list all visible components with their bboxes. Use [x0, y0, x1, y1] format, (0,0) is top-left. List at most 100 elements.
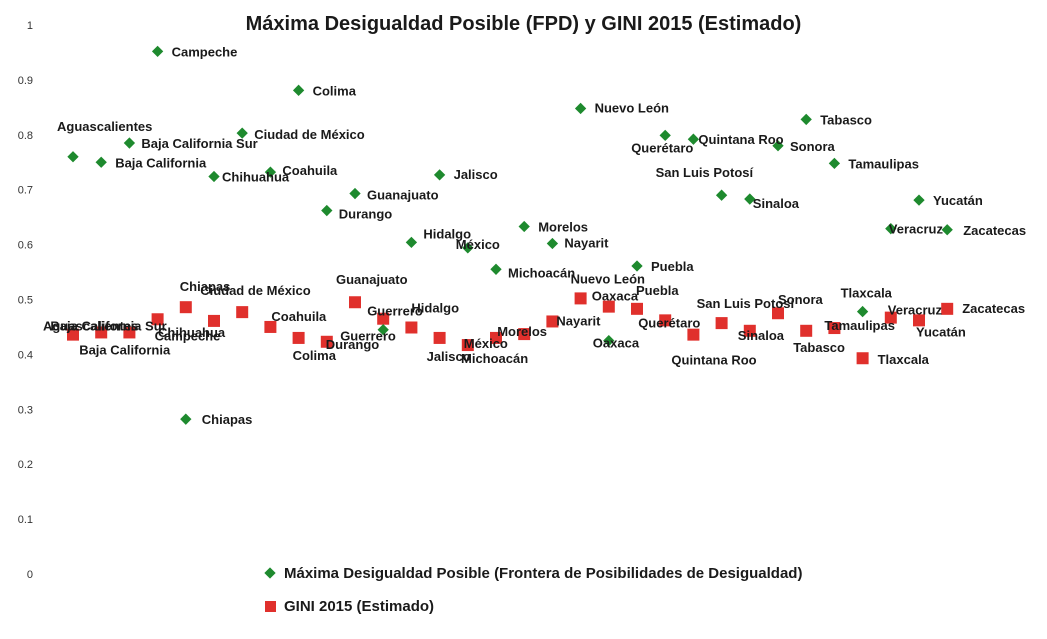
fpd-point-label: Sinaloa: [753, 196, 800, 211]
gini-point[interactable]: [433, 331, 446, 344]
legend-item-gini[interactable]: GINI 2015 (Estimado): [258, 595, 802, 617]
gini-point[interactable]: [179, 301, 192, 314]
y-tick-label: 0.6: [18, 240, 33, 252]
gini-point-label: Tabasco: [793, 340, 845, 355]
gini-point[interactable]: [743, 324, 756, 337]
fpd-point-label: Nayarit: [564, 236, 609, 251]
fpd-point[interactable]: [715, 189, 728, 201]
fpd-point-label: Tamaulipas: [848, 156, 919, 171]
gini-point[interactable]: [602, 300, 615, 313]
gini-point[interactable]: [574, 292, 587, 305]
legend-item-fpd[interactable]: Máxima Desigualdad Posible (Frontera de …: [258, 562, 802, 584]
gini-point[interactable]: [631, 302, 643, 315]
fpd-point-label: Zacatecas: [963, 223, 1026, 238]
gini-point[interactable]: [518, 328, 531, 341]
legend-label-fpd: Máxima Desigualdad Posible (Frontera de …: [284, 564, 803, 582]
fpd-point[interactable]: [913, 194, 925, 206]
gini-point-label: Puebla: [636, 283, 679, 298]
fpd-point[interactable]: [659, 129, 671, 142]
gini-point-label: Tlaxcala: [878, 352, 930, 367]
fpd-point-label: Veracruz: [889, 222, 944, 237]
fpd-point-label: Hidalgo: [423, 226, 471, 241]
gini-point[interactable]: [377, 312, 390, 325]
fpd-point-label: Ciudad de México: [254, 127, 365, 142]
gini-point-label: Nayarit: [556, 313, 601, 328]
fpd-point[interactable]: [377, 324, 389, 336]
fpd-point[interactable]: [631, 260, 643, 272]
gini-point-label: Colima: [293, 348, 337, 363]
gini-point[interactable]: [236, 306, 249, 319]
gini-point[interactable]: [264, 320, 277, 333]
gini-point[interactable]: [913, 314, 925, 327]
fpd-point[interactable]: [462, 242, 474, 254]
fpd-point[interactable]: [67, 151, 79, 163]
y-tick-label: 0.9: [18, 75, 33, 87]
fpd-point[interactable]: [405, 236, 418, 249]
gini-point-label: Zacatecas: [962, 301, 1025, 316]
gini-point[interactable]: [828, 322, 841, 335]
fpd-point-label: Aguascalientes: [57, 119, 152, 134]
fpd-point[interactable]: [236, 127, 248, 139]
fpd-point[interactable]: [772, 140, 784, 152]
gini-point-label: Michoacán: [461, 351, 528, 366]
fpd-point[interactable]: [687, 133, 700, 145]
fpd-point[interactable]: [828, 157, 841, 170]
fpd-point[interactable]: [321, 204, 333, 217]
gini-point[interactable]: [687, 328, 700, 341]
fpd-point[interactable]: [800, 113, 812, 126]
gini-point[interactable]: [349, 296, 361, 309]
fpd-point[interactable]: [490, 263, 502, 275]
fpd-point[interactable]: [433, 169, 446, 181]
gini-point-label: Campeche: [155, 328, 221, 343]
gini-point[interactable]: [856, 352, 869, 365]
gini-point[interactable]: [659, 314, 672, 327]
gini-point[interactable]: [95, 326, 108, 339]
gini-point[interactable]: [884, 311, 897, 324]
fpd-point[interactable]: [744, 193, 756, 205]
gini-point[interactable]: [461, 339, 474, 352]
gini-point[interactable]: [208, 314, 220, 327]
fpd-point[interactable]: [518, 220, 530, 233]
fpd-point[interactable]: [264, 166, 277, 178]
fpd-point-label: Baja California Sur: [141, 136, 257, 151]
fpd-point[interactable]: [856, 305, 869, 318]
legend: Máxima Desigualdad Posible (Frontera de …: [258, 562, 802, 628]
gini-point[interactable]: [546, 315, 559, 328]
fpd-point[interactable]: [941, 224, 953, 236]
gini-point[interactable]: [800, 324, 813, 337]
fpd-point[interactable]: [208, 170, 220, 183]
gini-point[interactable]: [320, 335, 333, 348]
gini-point[interactable]: [715, 317, 728, 330]
fpd-point[interactable]: [292, 84, 305, 96]
gini-point[interactable]: [772, 307, 784, 320]
fpd-point[interactable]: [574, 102, 587, 115]
fpd-point[interactable]: [123, 137, 136, 149]
gini-point-label: Tamaulipas: [824, 318, 895, 333]
gini-point[interactable]: [123, 326, 136, 339]
gini-point-label: Hidalgo: [411, 300, 459, 315]
fpd-point-label: Colima: [313, 83, 357, 98]
gini-point[interactable]: [67, 328, 79, 341]
fpd-point[interactable]: [885, 223, 897, 235]
gini-point-label: Chiapas: [180, 279, 231, 294]
fpd-point[interactable]: [546, 237, 559, 250]
gini-point[interactable]: [405, 321, 418, 334]
gini-point[interactable]: [941, 302, 954, 315]
gini-point[interactable]: [151, 313, 164, 326]
fpd-point[interactable]: [151, 45, 164, 58]
gini-point-label: Guanajuato: [336, 272, 408, 287]
gini-point-label: Morelos: [497, 324, 547, 339]
gini-point[interactable]: [490, 331, 502, 344]
fpd-point[interactable]: [349, 187, 361, 200]
fpd-point[interactable]: [180, 413, 192, 425]
legend-label-gini: GINI 2015 (Estimado): [284, 597, 435, 615]
fpd-point-label: Yucatán: [933, 193, 983, 208]
fpd-point[interactable]: [603, 335, 615, 347]
y-tick-label: 0.7: [18, 185, 33, 197]
fpd-point-label: Querétaro: [631, 140, 693, 155]
gini-point-label: Jalisco: [427, 349, 471, 364]
fpd-point[interactable]: [95, 156, 107, 168]
gini-point-label: Sinaloa: [738, 328, 785, 343]
gini-point[interactable]: [292, 331, 305, 344]
